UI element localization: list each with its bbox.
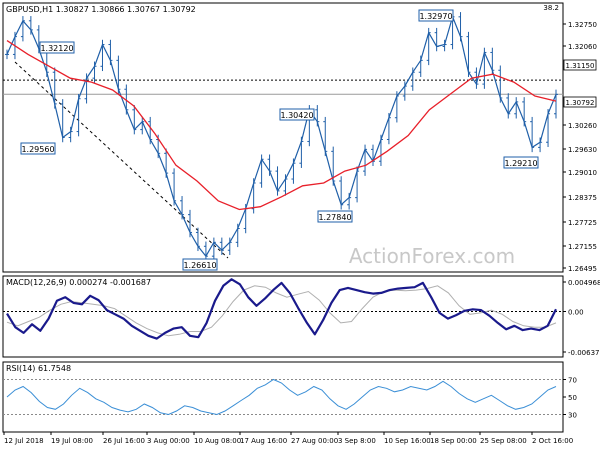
x-tick-label: 3 Aug 00:00 bbox=[147, 437, 190, 445]
annotation-label: 1.27840 bbox=[318, 213, 351, 222]
price-panel: ActionForex.com GBPUSD,H1 1.30827 1.30866… bbox=[2, 2, 597, 273]
x-tick-label: 18 Sep 00:00 bbox=[430, 437, 477, 445]
annotation-label: 1.26610 bbox=[183, 261, 216, 270]
rsi-frame bbox=[2, 361, 564, 433]
macd-y-tick-label: -0.006372 bbox=[568, 349, 600, 357]
price-y-tick-label: 1.27725 bbox=[568, 219, 597, 227]
annotation-label: 1.32970 bbox=[419, 12, 452, 21]
x-tick-label: 17 Aug 16:00 bbox=[240, 437, 287, 445]
rsi-y-tick-label: 30 bbox=[568, 412, 577, 420]
x-tick-label: 19 Jul 08:00 bbox=[51, 437, 93, 445]
annotation-box bbox=[182, 258, 218, 271]
rsi-series-line bbox=[6, 378, 557, 416]
annotation-label: 1.32120 bbox=[40, 44, 73, 53]
x-tick-label: 12 Jul 2018 bbox=[4, 437, 44, 445]
x-tick-label: 10 Aug 08:00 bbox=[194, 437, 241, 445]
price-y-tick-label: 1.30260 bbox=[568, 122, 597, 130]
price-y-tick-label: 1.28375 bbox=[568, 194, 597, 202]
x-tick-label: 25 Sep 08:00 bbox=[480, 437, 527, 445]
rsi-panel: RSI(14) 61.7548 70 50 30 bbox=[2, 361, 577, 433]
resistance-tag bbox=[563, 59, 597, 71]
price-y-tick-label: 1.29630 bbox=[568, 146, 597, 154]
price-title: GBPUSD,H1 1.30827 1.30866 1.30767 1.3079… bbox=[6, 5, 196, 14]
annotation-box bbox=[503, 156, 539, 169]
annotation-box bbox=[20, 142, 56, 155]
macd-series-line bbox=[6, 278, 557, 340]
price-y-tick-label: 1.27155 bbox=[568, 243, 597, 251]
x-tick-label: 3 Sep 8:00 bbox=[338, 437, 376, 445]
annotation-box bbox=[317, 210, 353, 223]
x-tick-label: 27 Aug 00:00 bbox=[291, 437, 338, 445]
resistance-tag-label: 1.31150 bbox=[566, 62, 595, 70]
price-y-tick-label: 1.26495 bbox=[568, 265, 597, 273]
price-y-tick-label: 1.32060 bbox=[568, 43, 597, 51]
price-frame bbox=[2, 2, 564, 273]
x-axis: 12 Jul 2018 19 Jul 08:00 26 Jul 16:00 3 Aug… bbox=[3, 432, 573, 445]
macd-y-tick-label: 0.00 bbox=[568, 308, 584, 316]
annotation-label: 1.30420 bbox=[280, 111, 313, 120]
rsi-y-tick-label: 70 bbox=[568, 377, 577, 385]
rsi-y-tick-label: 50 bbox=[568, 394, 577, 402]
current-price-tag bbox=[563, 96, 597, 108]
rsi-title: RSI(14) 61.7548 bbox=[6, 364, 71, 373]
annotation-box bbox=[279, 108, 315, 121]
price-y-tick-label: 1.32750 bbox=[568, 21, 597, 29]
corner-label: 38.2 bbox=[543, 4, 559, 12]
macd-title: MACD(12,26,9) 0.000274 -0.001687 bbox=[6, 278, 151, 287]
macd-panel: MACD(12,26,9) 0.000274 -0.001687 0.004968… bbox=[2, 275, 600, 358]
x-tick-label: 2 Oct 16:00 bbox=[532, 437, 573, 445]
annotation-label: 1.29560 bbox=[21, 145, 54, 154]
macd-frame bbox=[2, 275, 564, 358]
watermark: ActionForex.com bbox=[349, 244, 515, 268]
ma-series-line bbox=[6, 40, 557, 211]
macd-y-tick-label: 0.004968 bbox=[568, 279, 600, 287]
annotation-box bbox=[418, 9, 454, 22]
price-y-tick-label: 1.29010 bbox=[568, 169, 597, 177]
annotation-box bbox=[39, 41, 75, 54]
current-price-tag-label: 1.30792 bbox=[566, 99, 595, 107]
trend-line bbox=[14, 61, 229, 259]
price-series-line bbox=[6, 14, 557, 258]
x-tick-label: 26 Jul 16:00 bbox=[103, 437, 145, 445]
annotation-label: 1.29210 bbox=[504, 159, 537, 168]
x-tick-label: 10 Sep 16:00 bbox=[384, 437, 431, 445]
